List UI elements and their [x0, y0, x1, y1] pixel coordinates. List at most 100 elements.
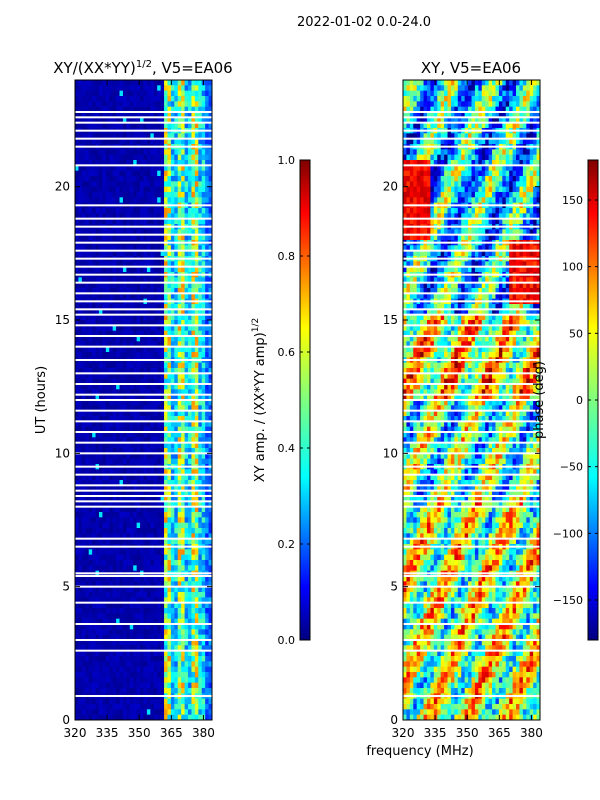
- amplitude-cell: [133, 373, 138, 380]
- amplitude-cell: [191, 384, 196, 390]
- amplitude-cell: [208, 266, 212, 273]
- amplitude-cell: [119, 576, 124, 582]
- amplitude-cell: [201, 394, 206, 401]
- amplitude-cell: [105, 410, 110, 417]
- amplitude-cell: [194, 213, 199, 220]
- amplitude-cell: [174, 709, 179, 716]
- amplitude-cell: [153, 565, 158, 572]
- amplitude-cell: [181, 405, 186, 412]
- amplitude-cell: [95, 122, 100, 129]
- amplitude-cell: [167, 400, 172, 406]
- amplitude-cell: [88, 277, 93, 284]
- amplitude-cell: [146, 117, 151, 124]
- amplitude-cell: [85, 90, 90, 97]
- amplitude-cell: [119, 629, 124, 636]
- amplitude-cell: [153, 282, 158, 289]
- amplitude-cell: [160, 490, 165, 497]
- amplitude-cell: [177, 437, 182, 444]
- amplitude-cell: [153, 645, 158, 652]
- amplitude-cell: [184, 90, 189, 97]
- amplitude-cell: [160, 501, 165, 508]
- amplitude-cell: [150, 106, 155, 113]
- amplitude-cell: [75, 528, 80, 534]
- amplitude-cell: [126, 122, 131, 129]
- amplitude-cell: [98, 624, 103, 630]
- amplitude-cell: [140, 101, 145, 108]
- amplitude-cell: [109, 490, 114, 497]
- amplitude-cell: [85, 101, 90, 108]
- amplitude-cell: [143, 554, 148, 561]
- amplitude-gap: [75, 225, 212, 228]
- amplitude-cell: [150, 410, 155, 417]
- amplitude-cell: [126, 186, 131, 193]
- amplitude-cell: [119, 496, 124, 502]
- amplitude-cell: [153, 234, 158, 241]
- amplitude-cell: [78, 618, 83, 625]
- amplitude-cell: [208, 474, 212, 481]
- amplitude-cell: [160, 496, 165, 502]
- amplitude-cell: [160, 368, 165, 374]
- amplitude-cell: [164, 346, 169, 353]
- amplitude-cell: [143, 293, 148, 300]
- amplitude-cell: [153, 277, 158, 284]
- amplitude-cell: [92, 218, 97, 225]
- amplitude-cell: [188, 336, 193, 342]
- amplitude-cell: [75, 714, 80, 720]
- amplitude-cell: [109, 352, 114, 358]
- amplitude-cell: [81, 400, 86, 406]
- amplitude-cell: [181, 378, 186, 385]
- amplitude-cell: [198, 101, 203, 108]
- amplitude-cell: [95, 586, 100, 593]
- amplitude-cell: [81, 448, 86, 454]
- amplitude-cell: [164, 197, 169, 204]
- amplitude-cell: [109, 437, 114, 444]
- amplitude-cell: [174, 250, 179, 257]
- amplitude-cell: [150, 437, 155, 444]
- amplitude-cell: [160, 613, 165, 620]
- amplitude-cell: [188, 149, 193, 156]
- amplitude-cell: [191, 378, 196, 385]
- amplitude-cell: [75, 112, 80, 118]
- amplitude-cell: [157, 389, 162, 396]
- amplitude-cell: [140, 421, 145, 428]
- amplitude-cell: [102, 245, 107, 252]
- amplitude-cell: [205, 325, 210, 332]
- amplitude-cell: [109, 501, 114, 508]
- amplitude-cell: [119, 421, 124, 428]
- amplitude-cell: [153, 549, 158, 556]
- amplitude-cell: [75, 458, 80, 465]
- amplitude-cell: [198, 384, 203, 390]
- phase-cell: [471, 85, 476, 92]
- amplitude-cell: [105, 474, 110, 481]
- amplitude-cell: [102, 448, 107, 454]
- amplitude-cell: [122, 362, 127, 369]
- amplitude-cell: [81, 192, 86, 198]
- amplitude-cell: [105, 149, 110, 156]
- amplitude-cell: [208, 522, 212, 529]
- amplitude-cell: [150, 698, 155, 705]
- amplitude-cell: [78, 581, 83, 588]
- amplitude-cell: [109, 80, 114, 86]
- amplitude-cell: [116, 117, 121, 124]
- amplitude-cell: [133, 629, 138, 636]
- amplitude-cell: [194, 506, 199, 513]
- amplitude-gap: [75, 292, 212, 295]
- amplitude-cell: [126, 528, 131, 534]
- amplitude-cell: [170, 634, 175, 641]
- amplitude-cell: [78, 112, 83, 118]
- amplitude-cell: [198, 698, 203, 705]
- amplitude-cell: [208, 368, 212, 374]
- amplitude-cell: [85, 458, 90, 465]
- amplitude-cell: [98, 229, 103, 236]
- amplitude-cell: [136, 165, 141, 172]
- amplitude-cell: [102, 688, 107, 694]
- amplitude-cell: [208, 330, 212, 337]
- phase-cell: [495, 85, 500, 92]
- amplitude-cell: [167, 218, 172, 225]
- amplitude-cell: [177, 362, 182, 369]
- amplitude-cell: [194, 565, 199, 572]
- amplitude-cell: [181, 197, 186, 204]
- amplitude-cell: [153, 218, 158, 225]
- amplitude-cell: [160, 704, 165, 710]
- amplitude-cell: [143, 170, 148, 177]
